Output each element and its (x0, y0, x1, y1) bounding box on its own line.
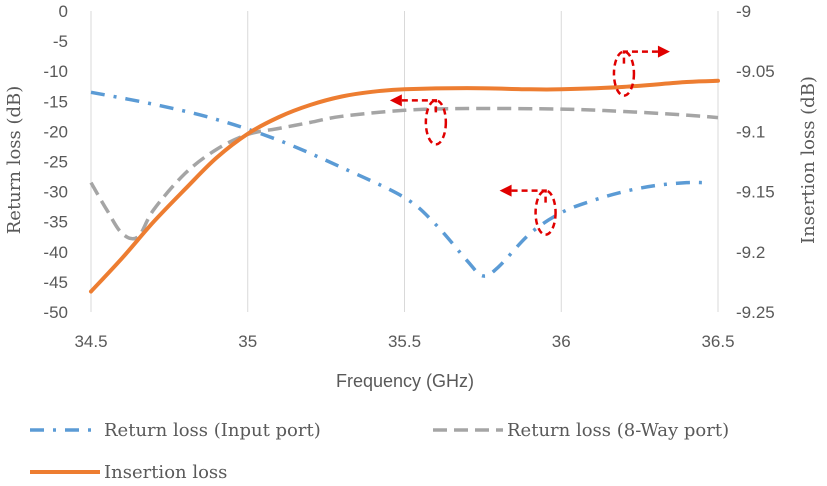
y-left-tick-label: -5 (53, 32, 68, 51)
y-left-tick-label: -25 (43, 153, 68, 172)
annotation-ellipse (534, 189, 557, 236)
arrow-left-icon (389, 94, 402, 107)
x-tick-label: 34.5 (74, 332, 107, 351)
y-right-tick-label: -9.2 (736, 243, 765, 262)
series-layer (89, 78, 720, 294)
arrow-left-icon (499, 184, 512, 197)
x-axis-title: Frequency (GHz) (336, 371, 474, 391)
series-insertion-loss-line (89, 78, 720, 294)
x-tick-label: 36 (552, 332, 571, 351)
annotation-ellipse (612, 50, 636, 97)
x-axis-ticks: 34.5 35 35.5 36 36.5 (74, 332, 734, 351)
annotations-layer (389, 45, 670, 236)
legend-label: Return loss (8-Way port) (507, 420, 729, 441)
y-left-axis-title: Return loss (dB) (4, 86, 25, 235)
y-right-tick-label: -9.15 (736, 183, 775, 202)
arrow-right-icon (657, 45, 670, 58)
y-left-tick-label: -35 (43, 213, 68, 232)
legend-item: Insertion loss (30, 462, 227, 483)
legend-item: Return loss (8-Way port) (433, 420, 729, 441)
legend-label: Insertion loss (104, 462, 227, 483)
y-left-tick-label: -15 (43, 92, 68, 111)
series-return-loss-8-way-port-line (89, 106, 719, 241)
x-tick-label: 36.5 (701, 332, 734, 351)
legend-label: Return loss (Input port) (104, 420, 321, 441)
legend: Return loss (Input port) Return loss (8-W… (30, 420, 729, 483)
y-left-tick-label: 0 (59, 2, 68, 21)
legend-item: Return loss (Input port) (30, 420, 321, 441)
y-left-tick-label: -20 (43, 122, 68, 141)
annotation-ellipse (424, 99, 448, 146)
annotation-1 (612, 45, 670, 97)
y-right-tick-label: -9.05 (736, 62, 775, 81)
y-left-tick-label: -50 (43, 303, 68, 322)
vertical-gridlines (90, 11, 719, 312)
x-tick-label: 35 (238, 332, 257, 351)
y-right-tick-label: -9.1 (736, 122, 765, 141)
annotation-arrow-line (401, 99, 438, 113)
y-left-tick-label: -45 (43, 273, 68, 292)
y-left-tick-label: -30 (43, 183, 68, 202)
annotation-3 (499, 184, 557, 236)
annotation-arrow-line (622, 50, 658, 64)
annotation-arrow-line (511, 189, 547, 203)
y-left-axis-ticks: 0 -5 -10 -15 -20 -25 -30 -35 -40 -45 -50 (43, 2, 68, 322)
y-right-axis-title: Insertion loss (dB) (798, 76, 819, 244)
y-right-axis-ticks: -9 -9.05 -9.1 -9.15 -9.2 -9.25 (736, 2, 775, 322)
y-left-tick-label: -10 (43, 62, 68, 81)
y-right-tick-label: -9.25 (736, 303, 775, 322)
y-left-tick-label: -40 (43, 243, 68, 262)
annotation-2 (389, 94, 448, 146)
y-right-tick-label: -9 (736, 2, 751, 21)
series-return-loss-input-port-line (90, 90, 703, 278)
x-tick-label: 35.5 (388, 332, 421, 351)
